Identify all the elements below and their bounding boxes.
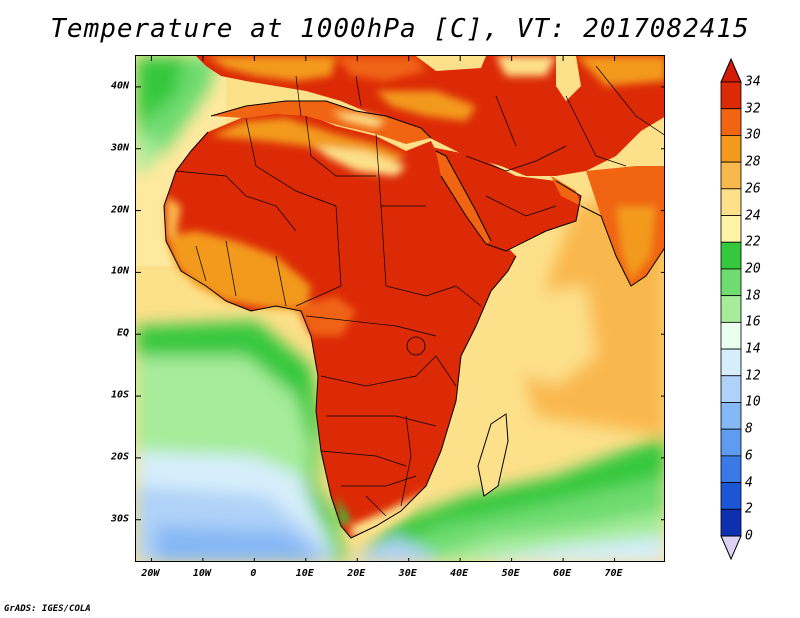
colorbar-box <box>720 108 742 136</box>
red-sea <box>436 151 491 244</box>
lat-tick-label: 40N <box>110 80 129 92</box>
colorbar-box <box>720 215 742 243</box>
madagascar-landmass <box>478 414 508 496</box>
colorbar-level-label: 26 <box>745 181 761 197</box>
colorbar-box <box>720 455 742 483</box>
colorbar-level-label: 22 <box>745 234 761 250</box>
colorbar-level-label: 32 <box>745 101 761 117</box>
colorbar-box <box>720 508 742 537</box>
lon-tick-label: 40E <box>450 568 469 579</box>
colorbar-level-label: 18 <box>745 288 761 304</box>
colorbar-box <box>720 241 742 270</box>
lon-tick-label: 30E <box>398 568 417 579</box>
country-borders <box>175 65 664 517</box>
colorbar-box <box>720 428 742 457</box>
lat-tick-label: 10N <box>110 265 129 277</box>
colorbar-box <box>720 348 742 377</box>
colorbar-level-label: 14 <box>745 341 761 357</box>
lon-tick-label: 60E <box>553 568 572 579</box>
colorbar-box <box>720 161 742 190</box>
colorbar-level-label: 12 <box>745 368 761 384</box>
map-ticks <box>136 56 664 561</box>
colorbar-level-label: 24 <box>745 208 761 224</box>
map-title: Temperature at 1000hPa [C], VT: 20170824… <box>50 14 750 44</box>
eurasia-landmass <box>196 56 664 176</box>
colorbar-box <box>720 188 742 216</box>
lat-tick-label: 20N <box>110 204 129 216</box>
colorbar-level-label: 8 <box>745 421 753 437</box>
credit-text: GrADS: IGES/COLA <box>4 604 91 614</box>
colorbar-box <box>720 321 742 350</box>
colorbar-level-label: 6 <box>745 448 753 464</box>
lon-tick-label: 0 <box>250 568 257 579</box>
coastlines <box>163 100 664 539</box>
colorbar-level-label: 28 <box>745 154 761 170</box>
mediterranean-sea <box>211 101 431 144</box>
lon-tick-label: 70E <box>604 568 623 579</box>
lat-tick-label: EQ <box>116 327 129 339</box>
colorbar-box <box>720 81 742 110</box>
lon-tick-label: 20W <box>141 568 160 579</box>
lat-tick-label: 30N <box>110 142 129 154</box>
lat-tick-label: 10S <box>110 389 129 401</box>
map-plot-area <box>135 55 665 562</box>
africa-landmass <box>164 111 516 538</box>
colorbar-box <box>720 268 742 297</box>
colorbar-box <box>720 135 742 163</box>
arabia-landmass <box>426 146 581 251</box>
colorbar <box>720 58 742 560</box>
lon-tick-label: 10W <box>192 568 211 579</box>
colorbar-level-label: 0 <box>745 528 753 544</box>
lat-tick-label: 20S <box>110 451 129 463</box>
ocean-temperature-bands <box>136 56 664 561</box>
colorbar-level-label: 30 <box>745 127 761 143</box>
lon-tick-label: 50E <box>501 568 520 579</box>
colorbar-level-label: 16 <box>745 314 761 330</box>
colorbar-level-label: 20 <box>745 261 761 277</box>
colorbar-level-label: 10 <box>745 394 761 410</box>
colorbar-level-label: 34 <box>745 74 761 90</box>
caspian-sea <box>556 56 581 101</box>
lon-tick-label: 10E <box>295 568 314 579</box>
lat-tick-label: 30S <box>110 513 129 525</box>
black-sea <box>416 56 486 71</box>
colorbar-over-triangle <box>720 58 742 83</box>
colorbar-box <box>720 375 742 403</box>
colorbar-box <box>720 482 742 510</box>
lon-tick-label: 20E <box>347 568 366 579</box>
temperature-map <box>136 56 664 561</box>
colorbar-level-label: 2 <box>745 501 753 517</box>
lake-victoria <box>406 336 426 356</box>
colorbar-under-triangle <box>720 535 742 560</box>
colorbar-box <box>720 402 742 430</box>
colorbar-level-label: 4 <box>745 475 753 491</box>
colorbar-box <box>720 295 742 323</box>
